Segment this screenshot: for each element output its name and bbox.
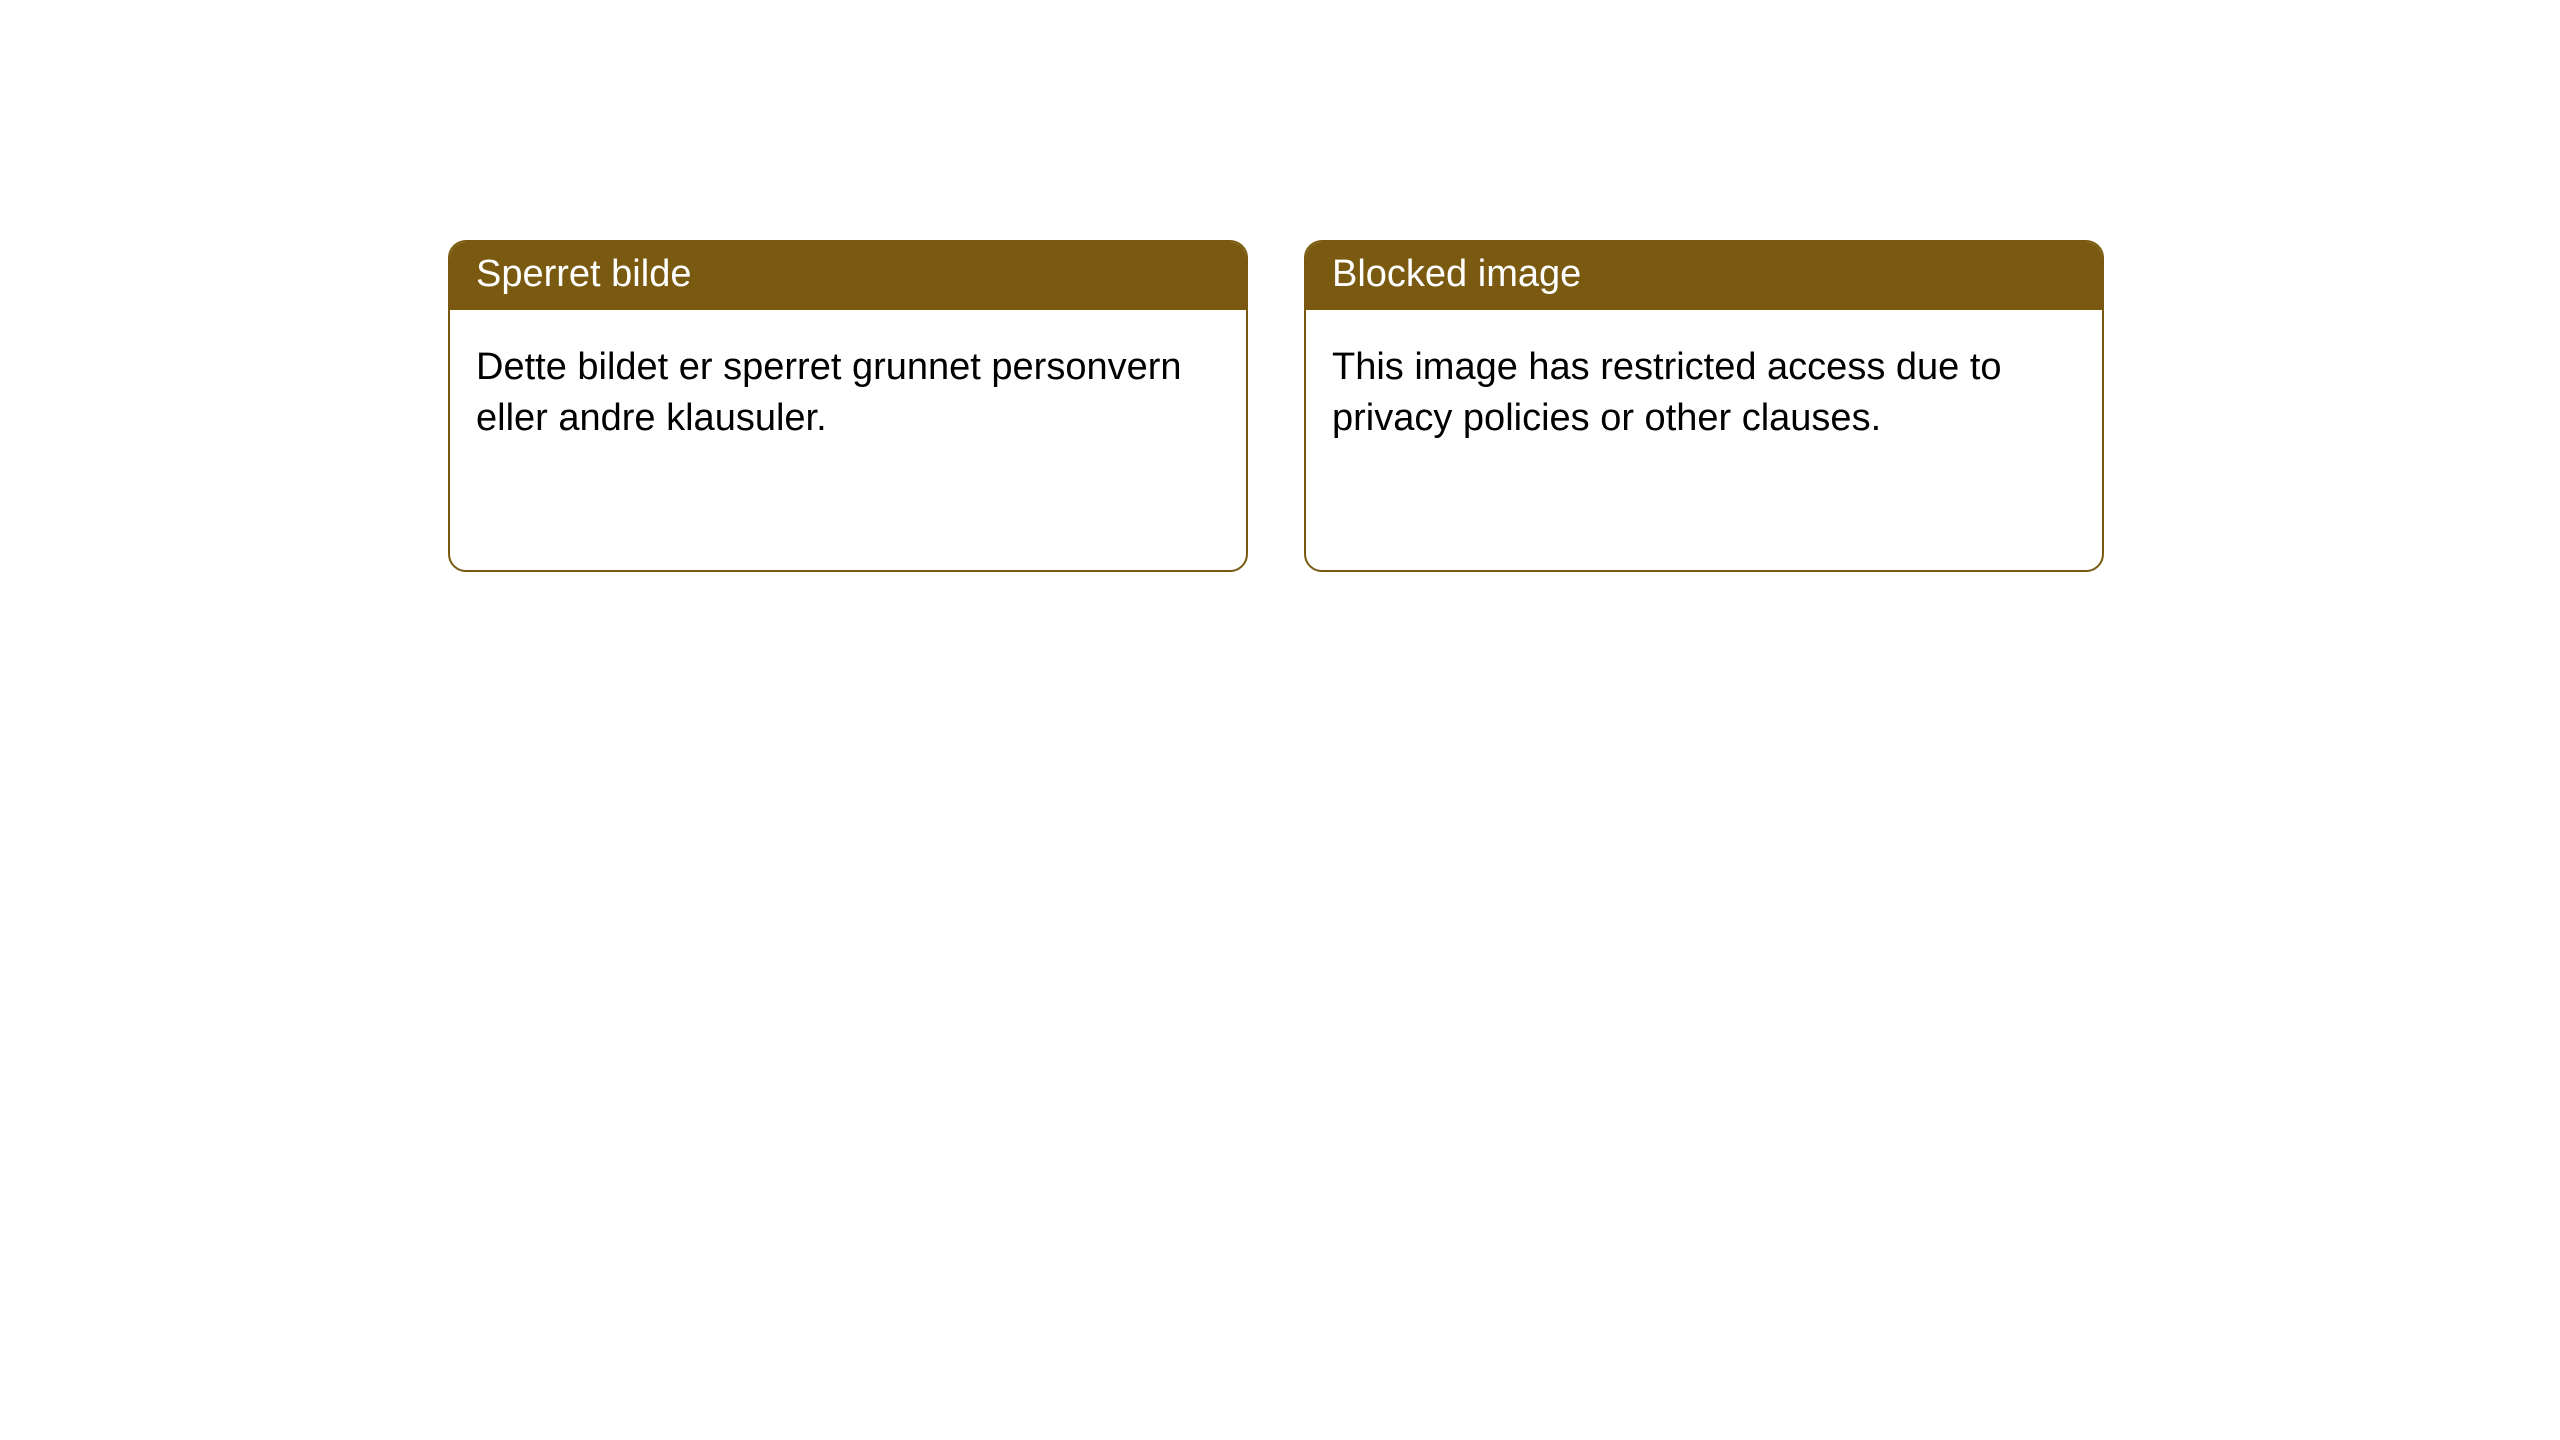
card-title: Sperret bilde [450, 242, 1246, 310]
blocked-image-card-en: Blocked image This image has restricted … [1304, 240, 2104, 572]
blocked-image-card-no: Sperret bilde Dette bildet er sperret gr… [448, 240, 1248, 572]
notice-container: Sperret bilde Dette bildet er sperret gr… [0, 0, 2560, 572]
card-title: Blocked image [1306, 242, 2102, 310]
card-body: This image has restricted access due to … [1306, 310, 2102, 477]
card-body: Dette bildet er sperret grunnet personve… [450, 310, 1246, 477]
